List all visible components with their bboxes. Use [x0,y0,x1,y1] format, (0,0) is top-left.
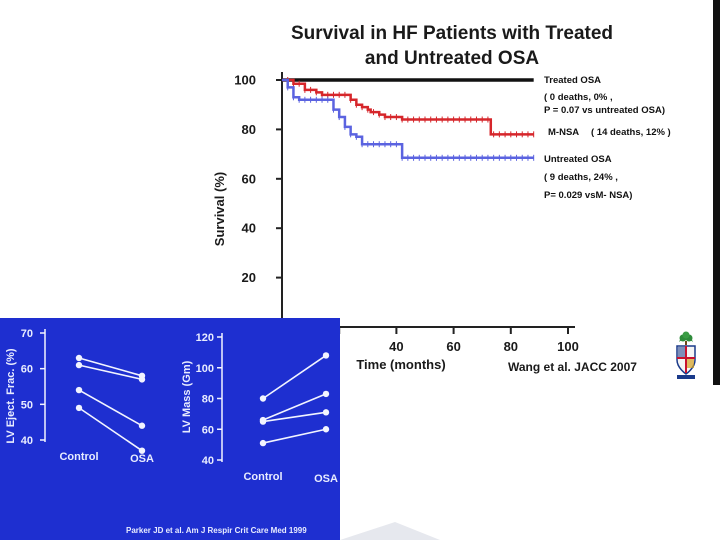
survival-chart: Survival in HF Patients with Treated and… [212,23,671,374]
university-crest-logo [676,331,696,379]
inset-point-osa [322,409,330,416]
lv-ejection-fraction-chart: 40 50 60 70 Control OSA [21,328,154,465]
series-mnsa-line [282,78,534,136]
slide-edge-bar [713,0,720,385]
legend-untreated-stat-1: ( 9 deaths, 24% , [544,172,618,183]
inset-y-tick-label: 60 [21,364,33,376]
x-axis-label: Time (months) [356,357,445,372]
inset-y-tick-label: 120 [196,332,214,344]
legend-mnsa-label: M-NSA [548,127,579,138]
inset-pair-line [78,357,143,377]
inset-point-control [259,439,267,447]
x-tick-label: 100 [557,339,579,354]
citation-parker: Parker JD et al. Am J Respir Crit Care M… [126,526,307,535]
inset-category-control: Control [59,451,98,463]
inset-category-control: Control [243,471,282,483]
y-axis-label: Survival (%) [212,172,227,246]
lv-mass-chart: 40 60 80 100 120 Control OSA [196,332,338,485]
inset-point-osa [322,352,330,359]
inset-pair-line [78,364,143,381]
inset-pair-line [262,354,327,400]
inset-lv-panel: 40 50 60 70 Control OSA 40 60 80 100 120 Control OS… [0,318,340,540]
x-tick-label: 40 [389,339,403,354]
y-tick-label: 40 [242,221,256,236]
inset-background [0,318,340,540]
survival-series [282,77,535,161]
x-ticks: 40 60 80 100 [338,327,579,354]
decorative-wedge [340,522,440,540]
x-tick-label: 80 [504,339,518,354]
inset-y-tick-label: 50 [21,399,33,411]
inset-pair-line [262,428,327,444]
legend-untreated-stat-2: P= 0.029 vsM- NSA) [544,190,632,201]
inset-y-tick-label: 60 [202,424,214,436]
inset-point-control [75,361,83,369]
inset-y-tick-label: 80 [202,394,214,406]
legend-treated-stat-1: ( 0 deaths, 0% , [544,92,613,103]
inset-point-osa [138,376,146,383]
inset-category-osa: OSA [314,473,338,485]
y-tick-label: 80 [242,122,256,137]
inset-pair-line [78,407,143,452]
legend-untreated-label: Untreated OSA [544,154,612,165]
inset-point-osa [138,447,146,454]
chart-title-line-1: Survival in HF Patients with Treated [291,23,613,44]
inset-point-control [75,386,83,394]
inset-point-osa [322,426,330,433]
y-tick-label: 60 [242,171,256,186]
inset-category-osa: OSA [130,453,154,465]
inset-point-osa [322,390,330,398]
chart-title-line-2: and Untreated OSA [365,48,539,69]
inset-point-control [259,395,267,402]
legend-mnsa-stat: ( 14 deaths, 12% ) [591,127,671,138]
inset-pair-line [262,411,327,423]
inset-y-tick-label: 40 [202,455,214,467]
y-tick-label: 100 [234,73,256,88]
inset-pair-line [262,393,327,421]
y-ticks: 20 40 60 80 100 [234,73,282,285]
y-tick-label: 20 [242,270,256,285]
inset-y-tick-label: 40 [21,435,33,447]
lv-ef-axis-label: LV Eject. Frac. (%) [5,348,17,443]
inset-y-tick-label: 70 [21,328,33,340]
x-tick-label: 60 [446,339,460,354]
citation-wang: Wang et al. JACC 2007 [508,360,637,374]
inset-point-control [75,354,83,362]
legend-treated-label: Treated OSA [544,75,601,86]
inset-point-osa [138,422,146,429]
inset-point-control [75,404,83,412]
inset-point-control [259,418,267,425]
inset-pair-line [78,389,143,427]
legend-treated-stat-2: P = 0.07 vs untreated OSA) [544,105,665,116]
lv-mass-axis-label: LV Mass (Gm) [181,360,193,433]
inset-y-tick-label: 100 [196,363,214,375]
